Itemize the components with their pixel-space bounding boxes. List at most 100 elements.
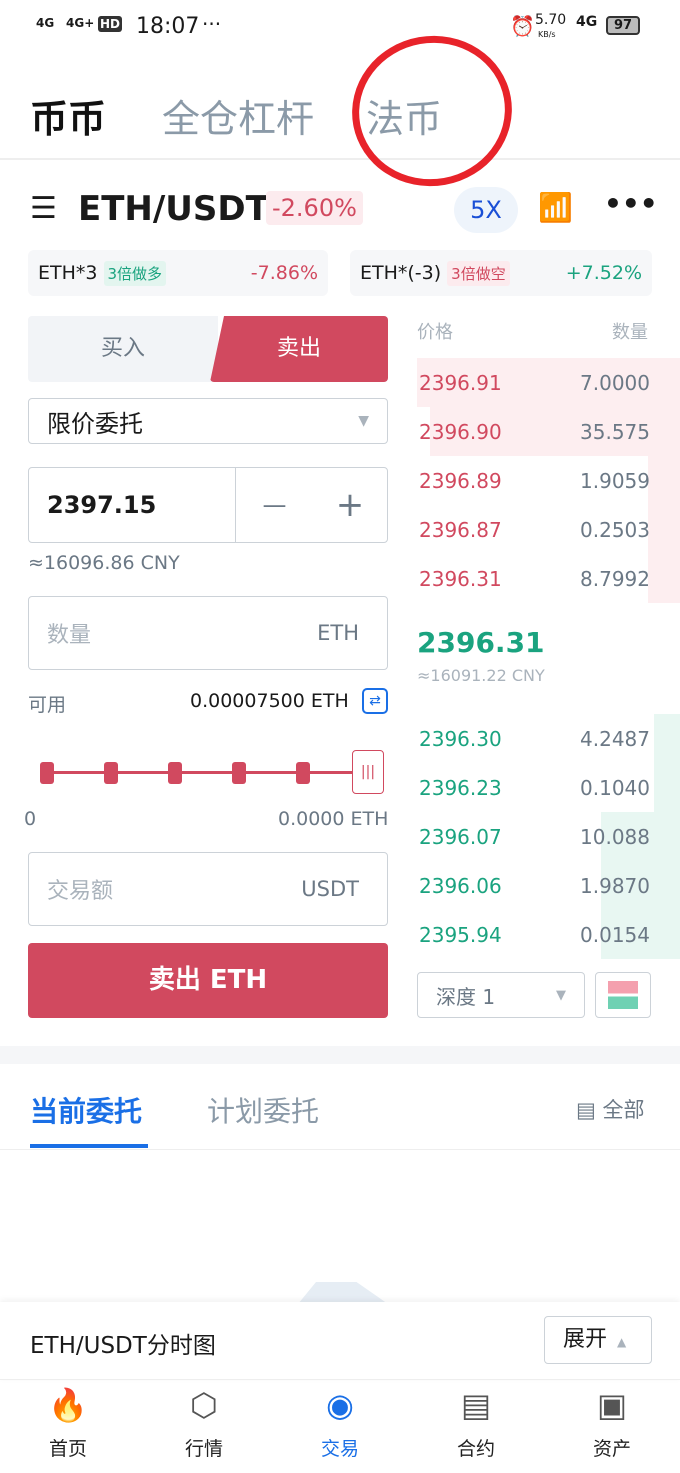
menu-icon[interactable]: ☰ (30, 191, 57, 226)
more-icon: ··· (202, 12, 222, 36)
order-qty: 1.9870 (580, 873, 650, 898)
order-type-value: 限价委托 (47, 409, 143, 438)
token-badge: 3倍做多 (103, 260, 167, 286)
nav-label: 合约 (456, 1438, 495, 1460)
amount-unit: ETH (317, 621, 359, 645)
all-orders-button[interactable]: ▤ 全部 (576, 1094, 645, 1124)
ask-row[interactable]: 2396.90 35.575 (417, 407, 680, 456)
nav-trade[interactable]: ◉ 交易 (272, 1380, 408, 1461)
leverage-button[interactable]: 5X (454, 187, 518, 233)
market-icon: ⬡ (190, 1386, 218, 1424)
order-type-select[interactable]: 限价委托 ▼ (28, 398, 388, 444)
price-value[interactable]: 2397.15 (47, 491, 157, 519)
tab-spot[interactable]: 币币 (30, 97, 107, 141)
status-bar: 4G 4G+ HD 18:07 ··· ⏰ 5.70 KB/s 4G 97 (0, 0, 680, 52)
order-price: 2396.31 (419, 566, 502, 591)
hd-icon: HD (98, 16, 123, 32)
order-qty: 7.0000 (580, 370, 650, 395)
slider-step[interactable] (104, 762, 118, 784)
contract-icon: ▤ (460, 1386, 492, 1424)
clock: 18:07 (136, 14, 200, 39)
slider-step[interactable] (296, 762, 310, 784)
tab-plan-orders[interactable]: 计划委托 (207, 1095, 320, 1128)
transfer-icon[interactable]: ⇄ (362, 688, 388, 714)
total-unit: USDT (301, 877, 359, 901)
token-name: ETH*3 (38, 262, 98, 284)
order-price: 2396.07 (419, 824, 502, 849)
chevron-down-icon: ▼ (556, 987, 566, 1003)
nav-flame[interactable]: 🔥 首页 (0, 1380, 136, 1461)
order-qty: 0.1040 (580, 775, 650, 800)
token-name: ETH*(-3) (360, 262, 442, 284)
battery-icon: 97 (606, 16, 641, 35)
tab-margin[interactable]: 全仓杠杆 (162, 97, 315, 141)
order-qty: 4.2487 (580, 726, 650, 751)
nav-market[interactable]: ⬡ 行情 (136, 1380, 272, 1461)
sell-eth-button[interactable]: 卖出 ETH (28, 943, 388, 1018)
sell-tab[interactable]: 卖出 (210, 316, 388, 382)
pair-name[interactable]: ETH/USDT (78, 189, 269, 229)
available-label: 可用 (28, 694, 67, 716)
ask-row[interactable]: 2396.87 0.2503 (417, 505, 680, 554)
price-cny: ≈16096.86 CNY (28, 552, 180, 574)
signal-icon: 4G (36, 16, 55, 30)
order-price: 2395.94 (419, 922, 502, 947)
tab-current-orders[interactable]: 当前委托 (30, 1095, 143, 1128)
order-qty: 1.9059 (580, 468, 650, 493)
amount-slider[interactable]: ||| (40, 750, 385, 794)
order-qty: 8.7992 (580, 566, 650, 591)
chart-icon[interactable]: 📶 (538, 191, 573, 224)
slider-max: 0.0000 ETH (278, 808, 389, 830)
order-price: 2396.06 (419, 873, 502, 898)
bid-row[interactable]: 2396.23 0.1040 (417, 763, 680, 812)
token-badge: 3倍做空 (447, 260, 510, 286)
order-qty: 35.575 (580, 419, 650, 444)
depth-bar (648, 456, 680, 505)
slider-step[interactable] (168, 762, 182, 784)
depth-select[interactable]: 深度 1 ▼ (417, 972, 585, 1018)
nav-label: 首页 (48, 1438, 87, 1460)
slider-step[interactable] (232, 762, 246, 784)
buy-tab[interactable]: 买入 (28, 316, 218, 382)
wallet-icon: ▣ (596, 1386, 628, 1424)
nav-contract[interactable]: ▤ 合约 (408, 1380, 544, 1461)
alarm-icon: ⏰ (510, 14, 535, 38)
slider-step[interactable] (40, 762, 54, 784)
total-input[interactable]: 交易额 USDT (28, 852, 388, 926)
amount-input[interactable]: 数量 ETH (28, 596, 388, 670)
signal-icon: 4G+ (66, 16, 95, 30)
depth-bar (653, 763, 680, 812)
increase-button[interactable]: + (335, 485, 365, 525)
ask-row[interactable]: 2396.31 8.7992 (417, 554, 680, 603)
price-input[interactable]: 2397.15 — + (28, 467, 388, 543)
ask-row[interactable]: 2396.91 7.0000 (417, 358, 680, 407)
bid-row[interactable]: 2395.94 0.0154 (417, 910, 680, 959)
chevron-up-icon: ▲ (617, 1335, 627, 1349)
leveraged-token-short[interactable]: ETH*(-3) 3倍做空 +7.52% (350, 250, 652, 296)
nav-label: 交易 (320, 1438, 359, 1460)
tab-fiat[interactable]: 法币 (366, 97, 443, 141)
bid-row[interactable]: 2396.30 4.2487 (417, 714, 680, 763)
bid-row[interactable]: 2396.07 10.088 (417, 812, 680, 861)
more-icon[interactable]: ••• (604, 187, 658, 220)
decrease-button[interactable]: — (235, 467, 313, 543)
order-price: 2396.87 (419, 517, 502, 542)
slider-handle[interactable]: ||| (352, 750, 384, 794)
book-layout-button[interactable] (595, 972, 651, 1018)
chart-bar: ETH/USDT分时图 展开 ▲ (0, 1302, 680, 1380)
last-price-cny: ≈16091.22 CNY (417, 666, 545, 685)
leveraged-token-long[interactable]: ETH*3 3倍做多 -7.86% (28, 250, 328, 296)
order-price: 2396.30 (419, 726, 502, 751)
pair-header: ☰ ETH/USDT -2.60% 5X 📶 ••• (30, 185, 660, 235)
order-price: 2396.91 (419, 370, 502, 395)
nav-wallet[interactable]: ▣ 资产 (544, 1380, 680, 1461)
expand-button[interactable]: 展开 ▲ (544, 1316, 652, 1364)
order-price: 2396.89 (419, 468, 502, 493)
depth-bar (648, 505, 680, 554)
ask-row[interactable]: 2396.89 1.9059 (417, 456, 680, 505)
order-qty: 0.0154 (580, 922, 650, 947)
order-qty: 0.2503 (580, 517, 650, 542)
bid-row[interactable]: 2396.06 1.9870 (417, 861, 680, 910)
nav-label: 行情 (184, 1438, 223, 1460)
last-price: 2396.31 (417, 626, 545, 659)
